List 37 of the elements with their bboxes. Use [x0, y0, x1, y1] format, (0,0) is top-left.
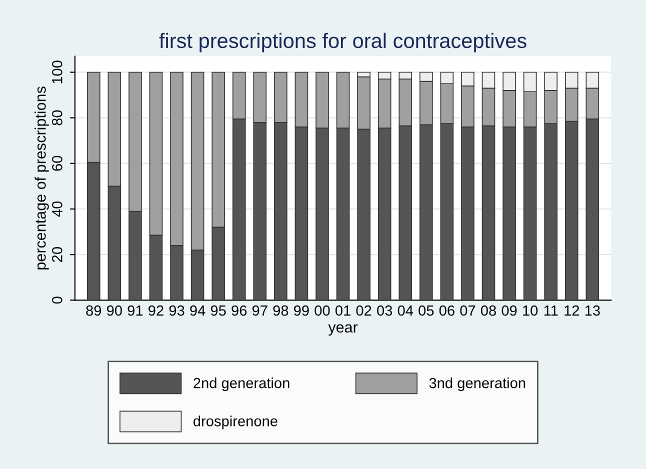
- x-tick-label: 08: [480, 305, 496, 316]
- x-tick-label: 06: [439, 305, 454, 316]
- x-tick-label: 10: [523, 305, 538, 316]
- x-tick-label: 96: [232, 305, 247, 316]
- x-tick-label: 95: [210, 305, 226, 316]
- x-tick-label: 02: [356, 305, 372, 316]
- x-tick-label: 07: [460, 305, 476, 316]
- legend-label: drospirenone: [194, 416, 278, 430]
- x-tick-label: 94: [190, 305, 206, 316]
- x-tick-label: 92: [148, 305, 164, 316]
- legend-label: 2nd generation: [194, 378, 290, 392]
- x-tick-label: 91: [128, 305, 143, 316]
- y-tick-label: 80: [52, 110, 62, 126]
- legend-label: 3nd generation: [429, 378, 526, 392]
- x-tick-label: 05: [418, 305, 434, 316]
- x-tick-label: 00: [314, 305, 330, 316]
- x-tick-label: 93: [169, 305, 184, 316]
- x-tick-label: 98: [273, 305, 288, 316]
- x-tick-label: 09: [502, 305, 517, 316]
- x-tick-label: 11: [544, 306, 558, 316]
- y-tick-label: 100: [52, 60, 62, 84]
- x-tick-label: 97: [252, 305, 268, 316]
- x-tick-label: 01: [335, 305, 350, 316]
- x-tick-label: 03: [377, 305, 392, 316]
- x-tick-label: 99: [294, 305, 309, 316]
- x-axis-title: year: [328, 324, 358, 336]
- x-tick-label: 13: [585, 305, 600, 316]
- chart-title: first prescriptions for oral contraceptives: [159, 32, 526, 52]
- y-tick-label: 20: [52, 247, 62, 262]
- y-tick-label: 0: [52, 296, 62, 304]
- y-axis-title: percentage of prescriptions: [34, 86, 49, 270]
- x-tick-label: 04: [398, 305, 414, 316]
- x-tick-label: 12: [564, 305, 580, 316]
- y-tick-label: 40: [52, 201, 62, 217]
- y-tick-label: 60: [52, 156, 62, 171]
- x-tick-label: 90: [106, 305, 122, 316]
- x-tick-label: 89: [86, 305, 102, 316]
